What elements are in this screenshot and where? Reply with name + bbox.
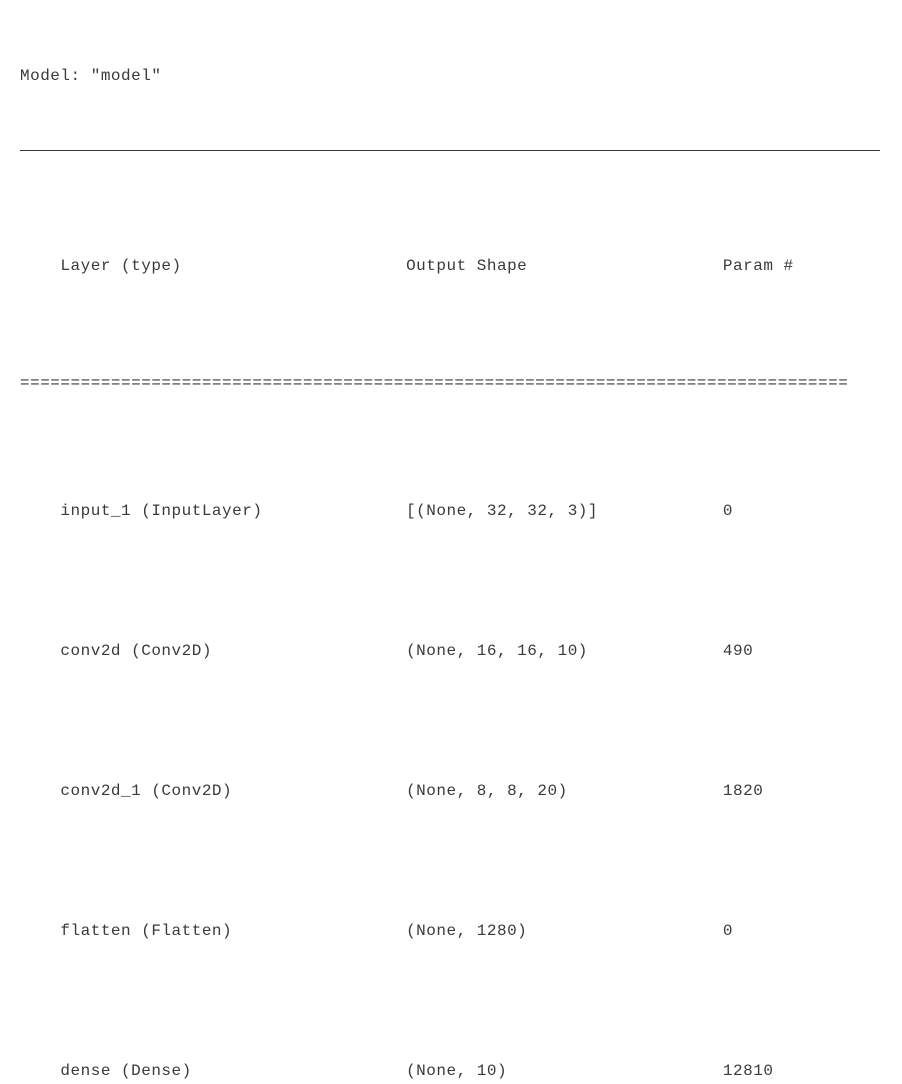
cell-param: 0: [723, 920, 733, 942]
header-layer: Layer (type): [60, 255, 406, 277]
cell-param: 0: [723, 500, 733, 522]
table-row: input_1 (InputLayer)[(None, 32, 32, 3)]0: [20, 478, 882, 545]
cell-shape: [(None, 32, 32, 3)]: [406, 500, 723, 522]
cell-shape: (None, 10): [406, 1060, 723, 1082]
cell-param: 490: [723, 640, 753, 662]
table-row: dense (Dense)(None, 10)12810: [20, 1038, 882, 1084]
cell-layer: input_1 (InputLayer): [60, 500, 406, 522]
model-name: Model: "model": [20, 65, 882, 87]
cell-param: 1820: [723, 780, 763, 802]
cell-param: 12810: [723, 1060, 774, 1082]
cell-shape: (None, 1280): [406, 920, 723, 942]
cell-layer: dense (Dense): [60, 1060, 406, 1082]
cell-layer: flatten (Flatten): [60, 920, 406, 942]
header-param: Param #: [723, 255, 794, 277]
header-shape: Output Shape: [406, 255, 723, 277]
table-row: conv2d_1 (Conv2D)(None, 8, 8, 20)1820: [20, 758, 882, 825]
model-summary: Model: "model" Layer (type)Output ShapeP…: [20, 20, 882, 1084]
cell-layer: conv2d_1 (Conv2D): [60, 780, 406, 802]
cell-layer: conv2d (Conv2D): [60, 640, 406, 662]
table-row: flatten (Flatten)(None, 1280)0: [20, 898, 882, 965]
table-row: conv2d (Conv2D)(None, 16, 16, 10)490: [20, 618, 882, 685]
cell-shape: (None, 16, 16, 10): [406, 640, 723, 662]
header-row: Layer (type)Output ShapeParam #: [20, 232, 882, 299]
eq-line-1: ========================================…: [20, 372, 882, 394]
cell-shape: (None, 8, 8, 20): [406, 780, 723, 802]
hr-top: [20, 150, 880, 151]
